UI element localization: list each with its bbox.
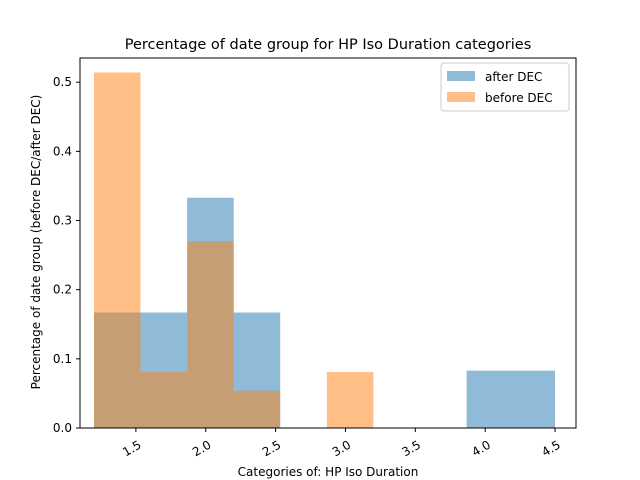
plot-frame [79,57,577,429]
bar-before-dec-1 [140,371,188,428]
y-tick-label: 0.1 [53,352,72,366]
bar-before-dec-3 [233,390,281,428]
bars-layer [93,72,556,429]
legend-swatch-before-dec [447,92,475,102]
y-tick-label: 0.2 [53,283,72,297]
y-axis-label: Percentage of date group (before DEC/aft… [29,95,43,390]
bar-before-dec-2 [187,241,234,428]
y-tick-label: 0.3 [53,214,72,228]
x-axis-label: Categories of: HP Iso Duration [238,465,419,479]
chart-title: Percentage of date group for HP Iso Dura… [125,37,532,53]
y-tick-label: 0.0 [53,421,72,435]
legend-label-before-dec: before DEC [485,91,553,105]
legend: after DEC before DEC [440,62,570,112]
bar-before-dec-5 [326,371,374,428]
bar-after-dec-8 [466,370,556,428]
y-tick-label: 0.4 [53,144,72,158]
bar-before-dec-0 [93,72,141,429]
legend-swatch-after-dec [447,71,475,81]
legend-label-after-dec: after DEC [485,70,542,84]
y-tick-label: 0.5 [53,75,72,89]
